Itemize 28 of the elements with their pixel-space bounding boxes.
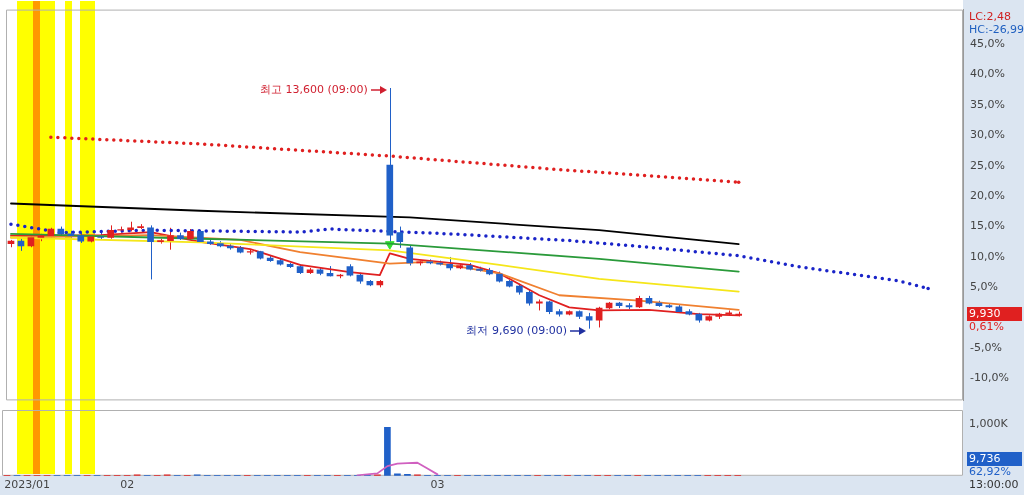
y-tick-label: 5,0% <box>970 280 998 294</box>
y-tick-label: -5,0% <box>970 340 1002 354</box>
annotation: 최고 13,600 (09:00) <box>260 82 368 96</box>
candlestick <box>406 244 414 266</box>
candlestick <box>396 226 404 249</box>
y-tick-label: 45,0% <box>970 37 1005 51</box>
x-tick-label: 2023/01 <box>4 478 50 492</box>
y-tick-label: 15,0% <box>970 219 1005 233</box>
y-tick-label: 30,0% <box>970 128 1005 142</box>
y-tick-label: 20,0% <box>970 189 1005 203</box>
text: 1,000K <box>969 416 1009 430</box>
y-tick-label: 40,0% <box>970 67 1005 81</box>
y-tick-label: 25,0% <box>970 158 1005 172</box>
text: 62,92% <box>969 464 1011 478</box>
candlestick <box>147 224 154 280</box>
text: 13:00:00 <box>969 478 1019 492</box>
bar <box>384 427 391 476</box>
y-tick-label: -10,0% <box>970 371 1009 385</box>
text: HC:-26,99 <box>969 23 1024 37</box>
text: 9,930 <box>969 306 1001 320</box>
annotation: 최저 9,690 (09:00) <box>466 323 568 337</box>
x-tick-label: 02 <box>120 478 135 492</box>
x-tick-label: 03 <box>430 478 445 492</box>
y-tick-label: 10,0% <box>970 249 1005 263</box>
y-tick-label: 35,0% <box>970 97 1005 111</box>
text: 0,61% <box>969 319 1004 333</box>
text: 9,736 <box>969 451 1001 465</box>
text: LC:2,48 <box>969 10 1012 24</box>
